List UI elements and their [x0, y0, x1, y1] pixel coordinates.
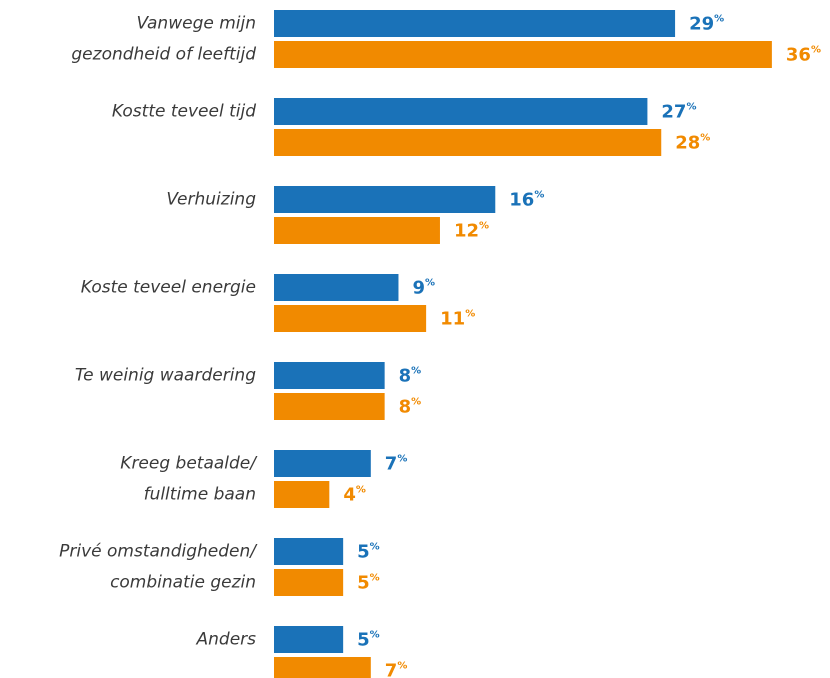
value-label: 9%: [412, 278, 435, 299]
category-label: Privé omstandigheden/: [59, 542, 258, 562]
category-label: gezondheid of leeftijd: [71, 45, 256, 65]
category-label: Koste teveel energie: [81, 278, 256, 298]
category-label: Kostte teveel tijd: [112, 102, 256, 122]
bar: [274, 569, 344, 596]
value-label: 29%: [689, 14, 724, 35]
bar: [274, 626, 344, 653]
category-label: fulltime baan: [144, 485, 256, 505]
category-label: Te weinig waardering: [75, 366, 256, 386]
bar: [274, 305, 427, 332]
value-label: 16%: [509, 190, 544, 211]
bar: [274, 10, 676, 37]
bar: [274, 481, 330, 508]
bar: [274, 274, 399, 301]
value-label: 11%: [440, 309, 475, 330]
category-label: Kreeg betaalde/: [120, 454, 258, 474]
bar: [274, 362, 385, 389]
value-label: 5%: [357, 630, 380, 651]
bar: [274, 41, 772, 68]
category-label: combinatie gezin: [110, 573, 256, 593]
bar: [274, 98, 648, 125]
value-label: 12%: [454, 221, 489, 242]
value-label: 27%: [661, 102, 696, 123]
bar: [274, 129, 662, 156]
category-label: Anders: [196, 630, 257, 650]
value-label: 5%: [357, 542, 380, 563]
value-label: 28%: [675, 133, 710, 154]
value-label: 7%: [385, 454, 408, 475]
bar: [274, 186, 496, 213]
value-label: 7%: [385, 661, 408, 678]
value-label: 36%: [786, 45, 821, 66]
bar: [274, 450, 371, 477]
bar: [274, 393, 385, 420]
category-label: Verhuizing: [166, 190, 256, 210]
value-label: 8%: [399, 366, 422, 387]
category-label: Vanwege mijn: [136, 14, 256, 34]
bar: [274, 657, 371, 678]
value-label: 4%: [343, 485, 366, 506]
value-label: 8%: [399, 397, 422, 418]
bar: [274, 538, 344, 565]
value-label: 5%: [357, 573, 380, 594]
bar: [274, 217, 440, 244]
